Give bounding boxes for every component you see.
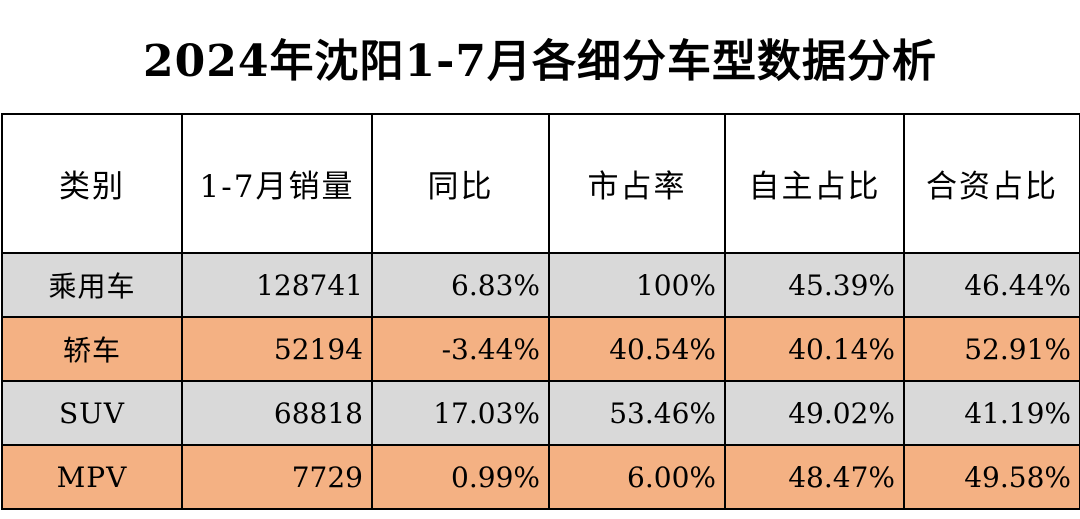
vehicle-segment-table: 类别 1-7月销量 同比 市占率 自主占比 合资占比 乘用车 128741 6.… (1, 113, 1080, 510)
cell-category: SUV (1, 380, 183, 446)
column-header-jv-share: 合资占比 (903, 113, 1080, 254)
cell-sales: 7729 (181, 444, 373, 510)
table-header-row: 类别 1-7月销量 同比 市占率 自主占比 合资占比 (1, 113, 1080, 254)
table-row-passenger-car: 乘用车 128741 6.83% 100% 45.39% 46.44% (1, 252, 1080, 318)
table-row-suv: SUV 68818 17.03% 53.46% 49.02% 41.19% (1, 380, 1080, 446)
cell-category: 乘用车 (1, 252, 183, 318)
cell-yoy: -3.44% (371, 316, 550, 382)
cell-domestic-share: 49.02% (724, 380, 905, 446)
cell-market-share: 40.54% (548, 316, 726, 382)
cell-market-share: 6.00% (548, 444, 726, 510)
cell-domestic-share: 40.14% (724, 316, 905, 382)
cell-category: MPV (1, 444, 183, 510)
cell-jv-share: 52.91% (903, 316, 1080, 382)
table-row-mpv: MPV 7729 0.99% 6.00% 48.47% 49.58% (1, 444, 1080, 510)
cell-market-share: 100% (548, 252, 726, 318)
cell-sales: 52194 (181, 316, 373, 382)
cell-yoy: 0.99% (371, 444, 550, 510)
cell-yoy: 6.83% (371, 252, 550, 318)
cell-yoy: 17.03% (371, 380, 550, 446)
cell-sales: 68818 (181, 380, 373, 446)
column-header-domestic-share: 自主占比 (724, 113, 905, 254)
page-title: 2024年沈阳1-7月各细分车型数据分析 (143, 35, 937, 87)
cell-jv-share: 49.58% (903, 444, 1080, 510)
column-header-category: 类别 (1, 113, 183, 254)
table-row-sedan: 轿车 52194 -3.44% 40.54% 40.14% 52.91% (1, 316, 1080, 382)
column-header-sales: 1-7月销量 (181, 113, 373, 254)
cell-market-share: 53.46% (548, 380, 726, 446)
cell-domestic-share: 45.39% (724, 252, 905, 318)
cell-domestic-share: 48.47% (724, 444, 905, 510)
column-header-yoy: 同比 (371, 113, 550, 254)
cell-category: 轿车 (1, 316, 183, 382)
cell-sales: 128741 (181, 252, 373, 318)
cell-jv-share: 41.19% (903, 380, 1080, 446)
column-header-market-share: 市占率 (548, 113, 726, 254)
cell-jv-share: 46.44% (903, 252, 1080, 318)
